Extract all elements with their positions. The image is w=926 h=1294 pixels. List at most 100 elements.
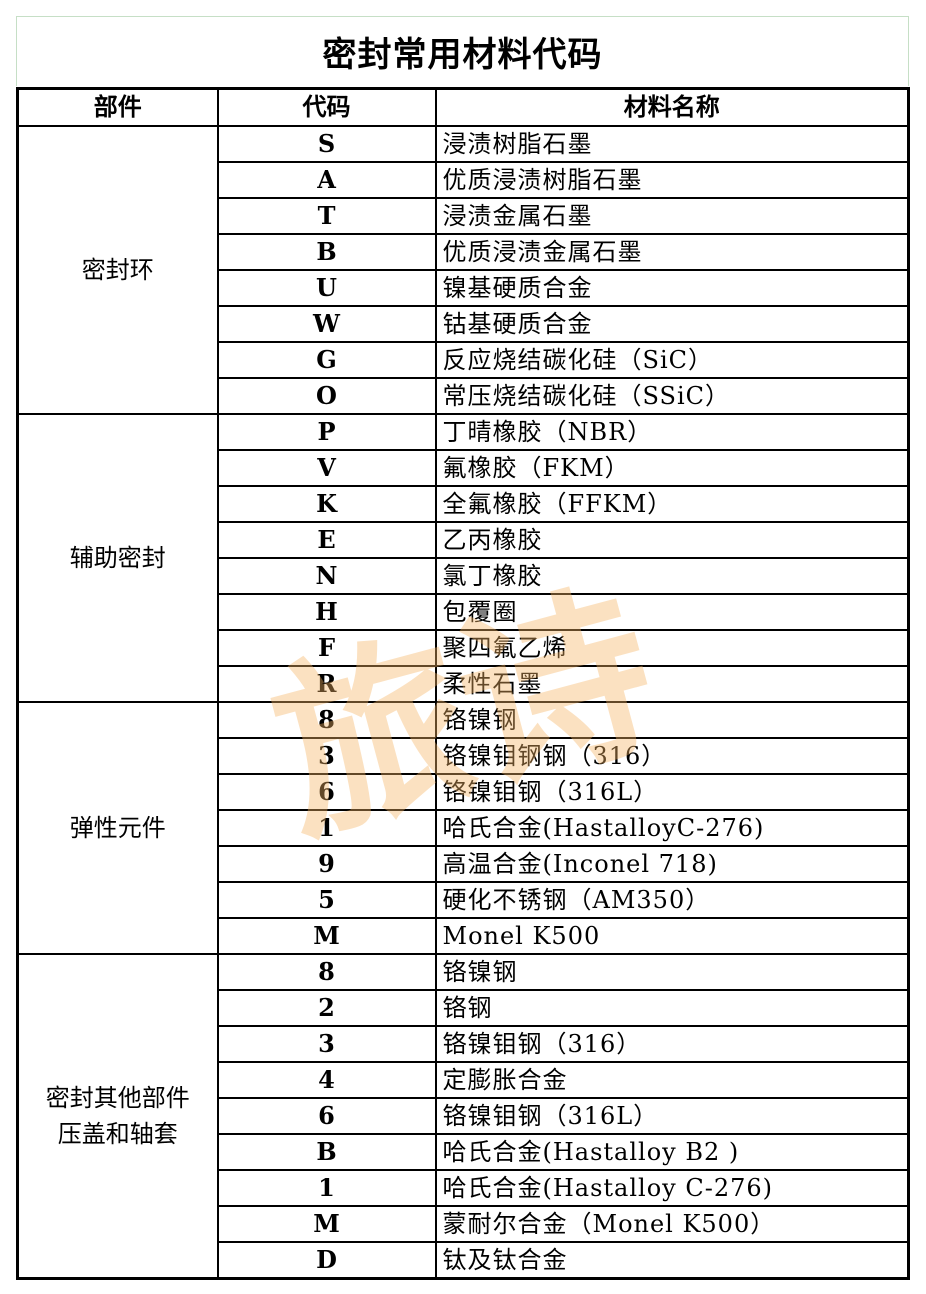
code-cell: K xyxy=(216,484,437,523)
table-row: E 乙丙橡胶 xyxy=(18,520,910,559)
table-row: O 常压烧结碳化硅（SSiC） xyxy=(18,376,910,415)
material-cell: 镍基硬质合金 xyxy=(434,268,910,307)
title-cell: 密封常用材料代码 xyxy=(16,16,909,86)
material-cell: 优质浸渍金属石墨 xyxy=(434,232,910,271)
table-row: M Monel K500 xyxy=(18,916,910,955)
table-row: 2 铬钢 xyxy=(18,988,910,1027)
header-material: 材料名称 xyxy=(434,87,910,127)
table-row: 5 硬化不锈钢（AM350） xyxy=(18,880,910,919)
table-row: A 优质浸渍树脂石墨 xyxy=(18,160,910,199)
code-cell: G xyxy=(216,340,437,379)
header-code: 代码 xyxy=(216,87,437,127)
code-cell: O xyxy=(216,376,437,415)
code-cell: 3 xyxy=(216,1024,437,1063)
table-row: 6 铬镍钼钢（316L） xyxy=(18,1096,910,1135)
code-cell: 3 xyxy=(216,736,437,775)
table-row: 密封其他部件 压盖和轴套 8 铬镍钢 xyxy=(16,952,910,1279)
material-cell: 氟橡胶（FKM） xyxy=(434,448,910,487)
material-cell: 铬镍钼钢（316L） xyxy=(434,1096,910,1135)
code-cell: 1 xyxy=(216,808,437,847)
material-cell: 乙丙橡胶 xyxy=(434,520,910,559)
material-cell: 优质浸渍树脂石墨 xyxy=(434,160,910,199)
material-cell: 蒙耐尔合金（Monel K500） xyxy=(434,1204,910,1243)
code-cell: 5 xyxy=(216,880,437,919)
header-part: 部件 xyxy=(16,87,219,127)
header-row: 部件 代码 材料名称 xyxy=(16,87,910,127)
table-row: W 钴基硬质合金 xyxy=(18,304,910,343)
page-title: 密封常用材料代码 xyxy=(322,35,603,75)
material-cell: 哈氏合金(HastalloyC-276) xyxy=(434,808,910,847)
table-row: N 氯丁橡胶 xyxy=(18,556,910,595)
table-row: G 反应烧结碳化硅（SiC） xyxy=(18,340,910,379)
table-row: F 聚四氟乙烯 xyxy=(18,628,910,667)
code-cell: 6 xyxy=(216,1096,437,1135)
code-cell: N xyxy=(216,556,437,595)
material-cell: 包覆圈 xyxy=(434,592,910,631)
table-row: 辅助密封 P 丁晴橡胶（NBR） xyxy=(16,412,910,703)
code-cell: 9 xyxy=(216,844,437,883)
table-row: B 优质浸渍金属石墨 xyxy=(18,232,910,271)
code-cell: H xyxy=(216,592,437,631)
material-cell: 定膨胀合金 xyxy=(434,1060,910,1099)
code-cell: M xyxy=(216,916,437,955)
code-cell: 1 xyxy=(216,1168,437,1207)
material-cell: 常压烧结碳化硅（SSiC） xyxy=(434,376,910,415)
material-cell: 全氟橡胶（FFKM） xyxy=(434,484,910,523)
table-row: T 浸渍金属石墨 xyxy=(18,196,910,235)
code-cell: 8 xyxy=(216,952,437,991)
material-cell: 柔性石墨 xyxy=(434,664,910,703)
code-cell: E xyxy=(216,520,437,559)
table-row: 密封环 S 浸渍树脂石墨 xyxy=(16,124,910,415)
code-cell: V xyxy=(216,448,437,487)
part-cell: 弹性元件 xyxy=(16,700,219,955)
material-cell: 铬镍钢 xyxy=(434,952,910,991)
table-row: M 蒙耐尔合金（Monel K500） xyxy=(18,1204,910,1243)
code-cell: 8 xyxy=(216,700,437,739)
table-row: R 柔性石墨 xyxy=(18,664,910,703)
material-cell: 浸渍树脂石墨 xyxy=(434,124,910,163)
table-row: U 镍基硬质合金 xyxy=(18,268,910,307)
table-row: 1 哈氏合金(Hastalloy C-276) xyxy=(18,1168,910,1207)
material-cell: 铬钢 xyxy=(434,988,910,1027)
material-cell: 铬镍钼钢（316L） xyxy=(434,772,910,811)
table-row: 弹性元件 8 铬镍钢 xyxy=(16,700,910,955)
code-cell: M xyxy=(216,1204,437,1243)
code-cell: 4 xyxy=(216,1060,437,1099)
material-cell: 反应烧结碳化硅（SiC） xyxy=(434,340,910,379)
material-cell: 哈氏合金(Hastalloy B2 ) xyxy=(434,1132,910,1171)
code-cell: T xyxy=(216,196,437,235)
code-cell: D xyxy=(216,1240,437,1279)
material-cell: 哈氏合金(Hastalloy C-276) xyxy=(434,1168,910,1207)
material-cell: 钴基硬质合金 xyxy=(434,304,910,343)
material-cell: 钛及钛合金 xyxy=(434,1240,910,1279)
table-row: 3 铬镍钼钢（316） xyxy=(18,1024,910,1063)
material-cell: 氯丁橡胶 xyxy=(434,556,910,595)
code-cell: U xyxy=(216,268,437,307)
code-cell: 2 xyxy=(216,988,437,1027)
code-cell: 6 xyxy=(216,772,437,811)
material-cell: 铬镍钢 xyxy=(434,700,910,739)
code-cell: A xyxy=(216,160,437,199)
material-cell: 铬镍钼钢钢（316） xyxy=(434,736,910,775)
code-cell: B xyxy=(216,1132,437,1171)
material-cell: 聚四氟乙烯 xyxy=(434,628,910,667)
part-cell: 密封其他部件 压盖和轴套 xyxy=(16,952,219,1279)
table-row: 4 定膨胀合金 xyxy=(18,1060,910,1099)
table-row: V 氟橡胶（FKM） xyxy=(18,448,910,487)
material-cell: Monel K500 xyxy=(434,916,910,955)
material-cell: 铬镍钼钢（316） xyxy=(434,1024,910,1063)
material-cell: 浸渍金属石墨 xyxy=(434,196,910,235)
table-row: B 哈氏合金(Hastalloy B2 ) xyxy=(18,1132,910,1171)
code-cell: S xyxy=(216,124,437,163)
material-cell: 硬化不锈钢（AM350） xyxy=(434,880,910,919)
table-row: 3 铬镍钼钢钢（316） xyxy=(18,736,910,775)
materials-table: 部件 代码 材料名称 密封环 S 浸渍树脂石墨 A 优质浸渍树脂石墨 T 浸渍金属石墨 B 优质… xyxy=(16,87,910,1280)
part-cell: 密封环 xyxy=(16,124,219,415)
table-row: 9 高温合金(Inconel 718) xyxy=(18,844,910,883)
table-row: D 钛及钛合金 xyxy=(18,1240,910,1279)
code-cell: W xyxy=(216,304,437,343)
code-cell: B xyxy=(216,232,437,271)
material-cell: 丁晴橡胶（NBR） xyxy=(434,412,910,451)
table-row: 6 铬镍钼钢（316L） xyxy=(18,772,910,811)
table-row: K 全氟橡胶（FFKM） xyxy=(18,484,910,523)
